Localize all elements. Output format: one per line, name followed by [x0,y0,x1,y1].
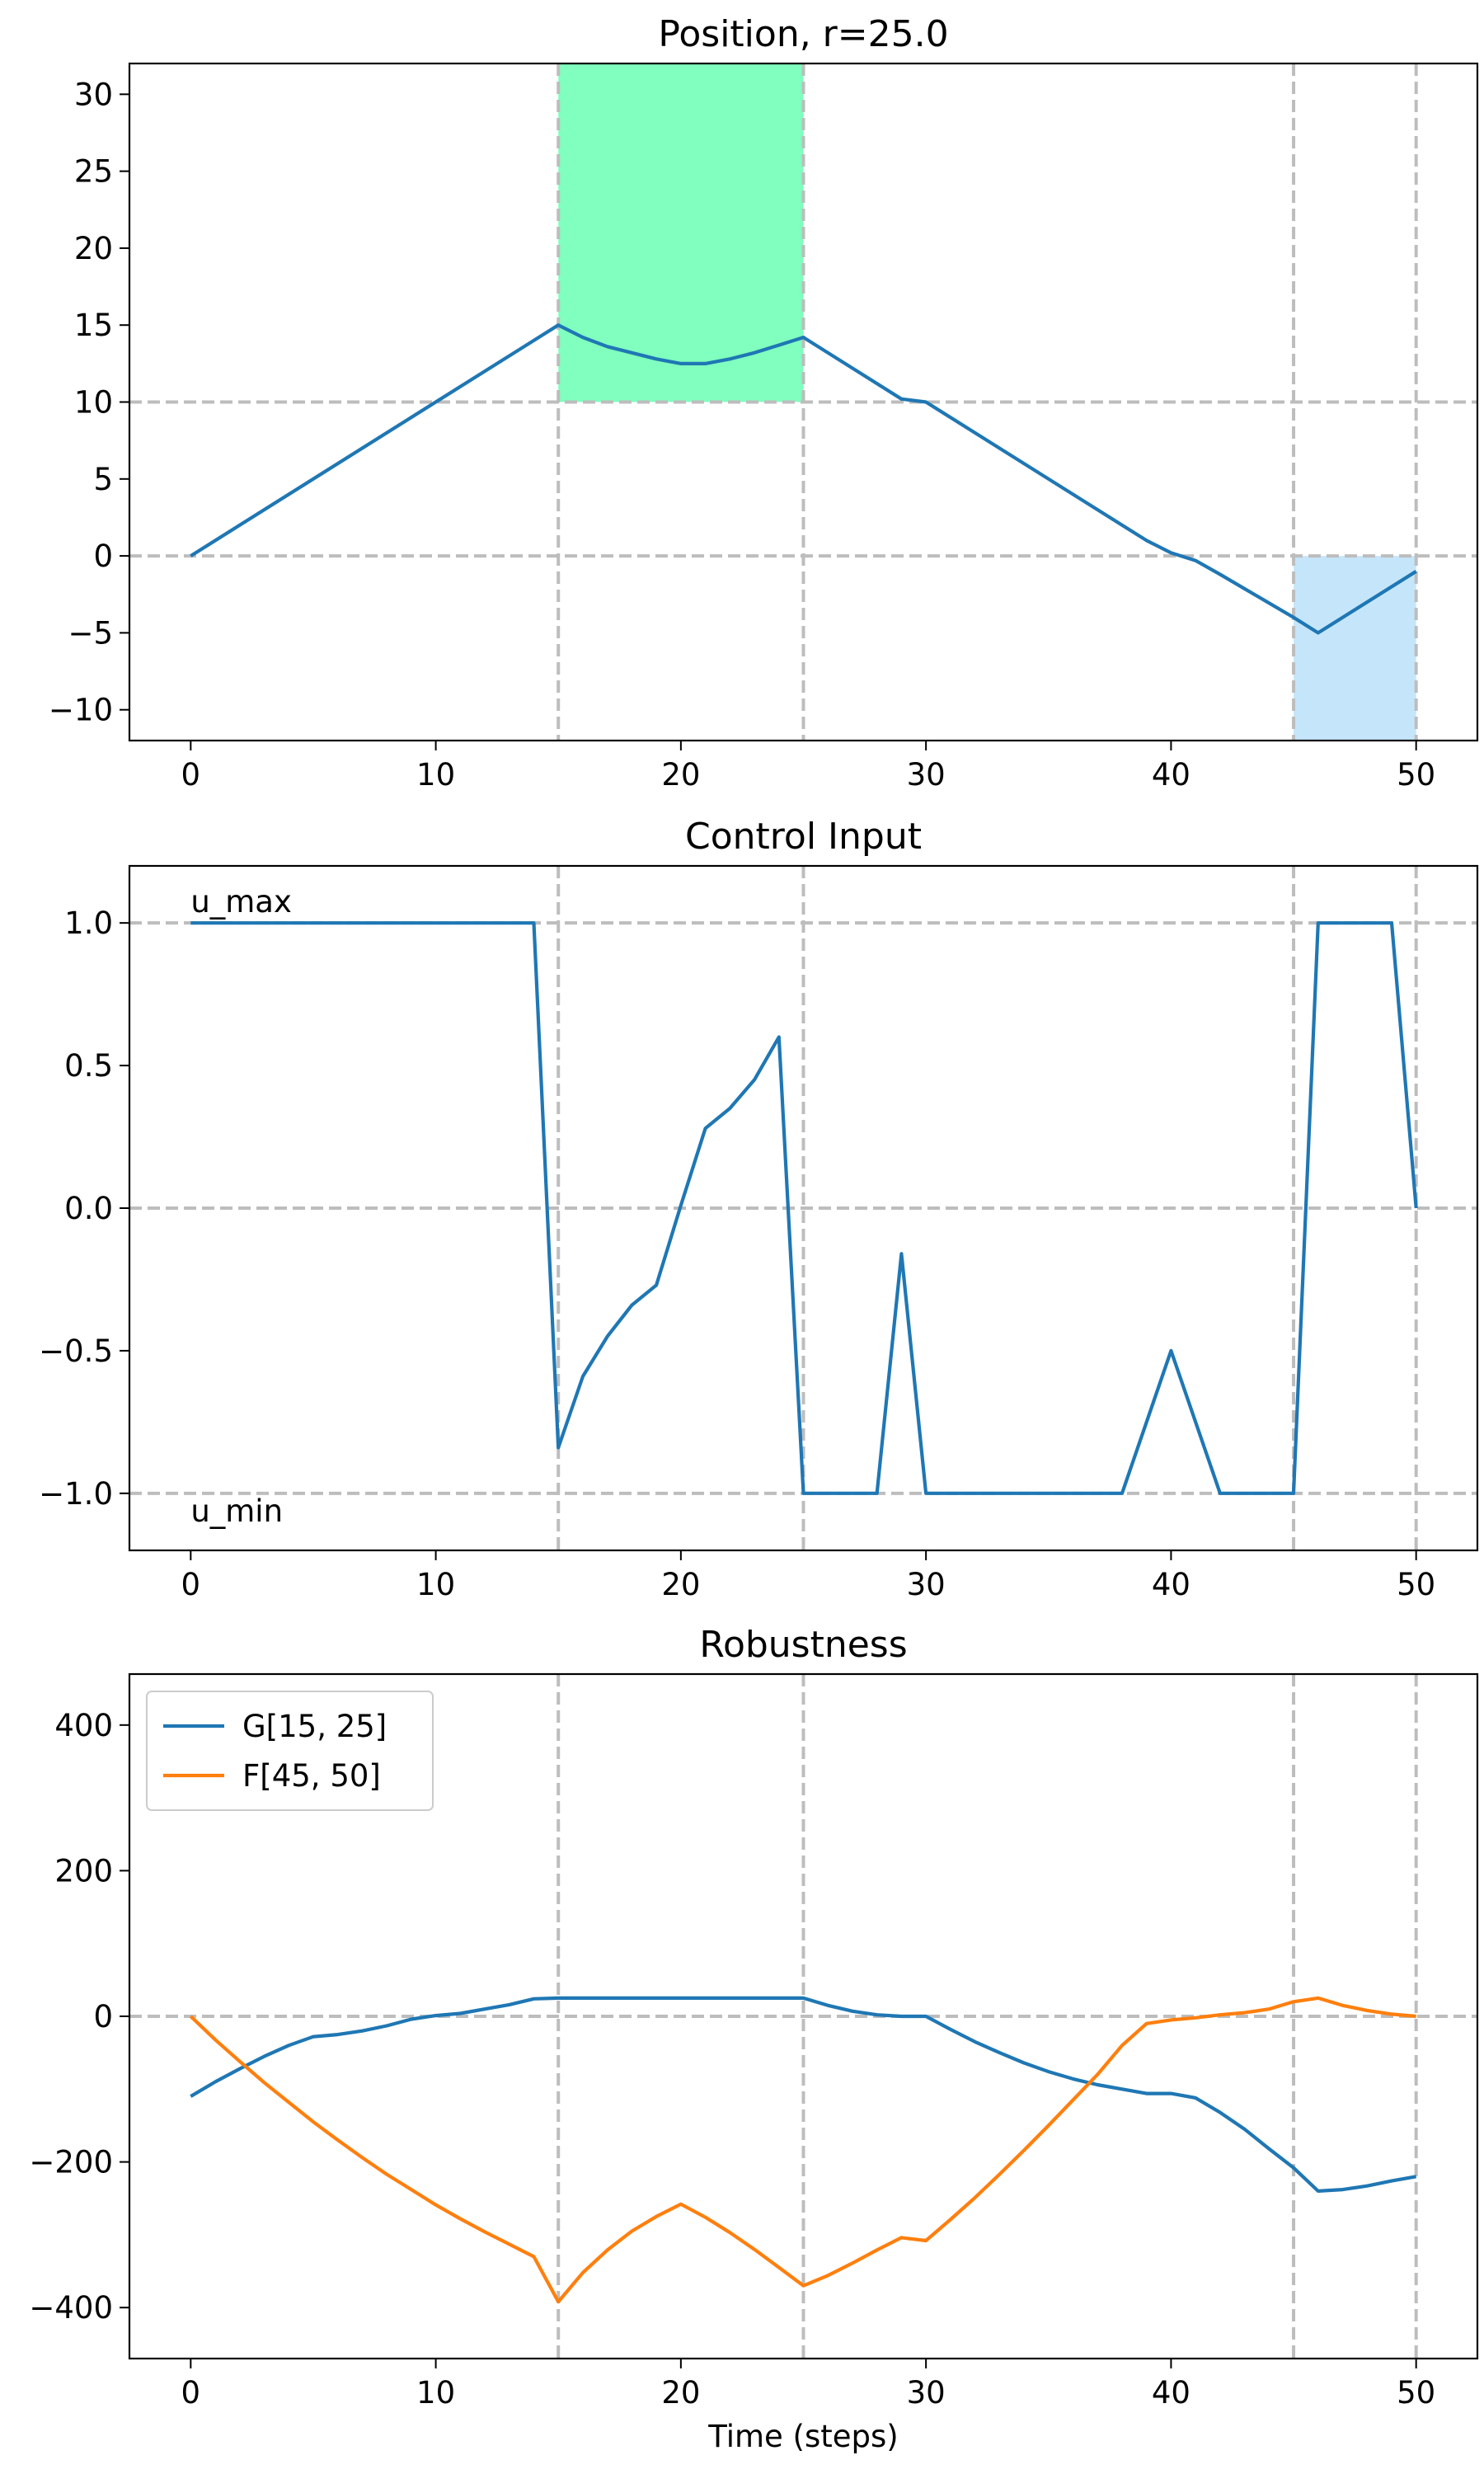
x-axis-label: Time (steps) [707,2419,899,2454]
control-input-ytick-label: 0.5 [64,1048,113,1084]
legend: G[15, 25] F[45, 50] [146,1691,434,1811]
robustness-series-line-0 [190,1996,1417,2193]
position-xtick-label: 40 [1152,757,1190,793]
position-xtick-label: 30 [907,757,946,793]
position-series-line-0 [190,323,1417,635]
control-input-series-line-0 [190,921,1418,1495]
control-input-xtick-label: 30 [907,1567,946,1602]
legend-box [146,1691,434,1811]
robustness-xtick-label: 50 [1397,2375,1435,2411]
position-shaded-region-1 [1294,556,1416,741]
robustness-xtick-label: 10 [416,2375,455,2411]
position-ytick-label: 10 [74,385,113,421]
position-xtick-label: 0 [181,757,201,793]
robustness-ytick-label: −400 [29,2290,113,2326]
position-title: Position, r=25.0 [658,13,948,55]
robustness-ytick-label: 400 [54,1708,113,1743]
control-input-ytick-label: −1.0 [39,1476,113,1512]
position-axes-frame [128,62,1479,742]
annotation-u-min: u_min [190,1493,283,1529]
position-panel: 0 10 20 30 40 50 −10 −5 0 5 10 15 20 25 30 Position, … [49,13,1479,793]
robustness-xtick-label: 20 [661,2375,700,2411]
control-input-ytick-label: 0.0 [64,1191,113,1226]
position-xtick-label: 10 [416,757,455,793]
control-input-ytick-label: 1.0 [64,905,113,941]
position-xtick-label: 20 [661,757,700,793]
position-ytick-label: 30 [74,77,113,112]
robustness-series-line-1 [189,1996,1416,2304]
position-ytick-label: 0 [93,539,113,574]
control-input-xtick-label: 40 [1152,1567,1190,1602]
position-xtick-label: 50 [1397,757,1435,793]
robustness-panel: 0 10 20 30 40 50 −400 −200 0 200 400 Robustness T… [29,1624,1479,2454]
legend-label-0: G[15, 25] [242,1709,387,1744]
position-ytick-label: 15 [74,308,113,343]
control-input-title: Control Input [685,816,922,858]
robustness-ytick-label: 200 [54,1853,113,1888]
annotation-u-max: u_max [190,884,292,920]
position-ytick-label: 25 [74,154,113,190]
robustness-ytick-label: −200 [29,2145,113,2180]
position-shaded-region-0 [558,63,804,402]
position-ytick-label: −5 [68,615,113,651]
robustness-xtick-label: 0 [181,2375,201,2411]
robustness-xtick-label: 40 [1152,2375,1190,2411]
control-input-xtick-label: 50 [1397,1567,1435,1602]
robustness-axes-frame [128,1672,1479,2360]
control-input-ytick-label: −0.5 [39,1333,113,1369]
legend-label-1: F[45, 50] [242,1758,381,1794]
control-input-xtick-label: 0 [181,1567,201,1602]
position-ytick-label: 20 [74,231,113,266]
robustness-xtick-label: 30 [907,2375,946,2411]
robustness-ytick-label: 0 [93,1999,113,2034]
control-input-xtick-label: 10 [416,1567,455,1602]
position-ytick-label: −10 [49,693,113,728]
control-input-axes-frame [128,864,1479,1552]
control-input-xtick-label: 20 [661,1567,700,1602]
control-input-panel: u_max u_min 0 10 20 30 40 50 −1.0 −0.5 0.0 0.5 1.0… [39,816,1479,1602]
robustness-title: Robustness [699,1624,907,1666]
position-ytick-label: 5 [93,462,113,497]
